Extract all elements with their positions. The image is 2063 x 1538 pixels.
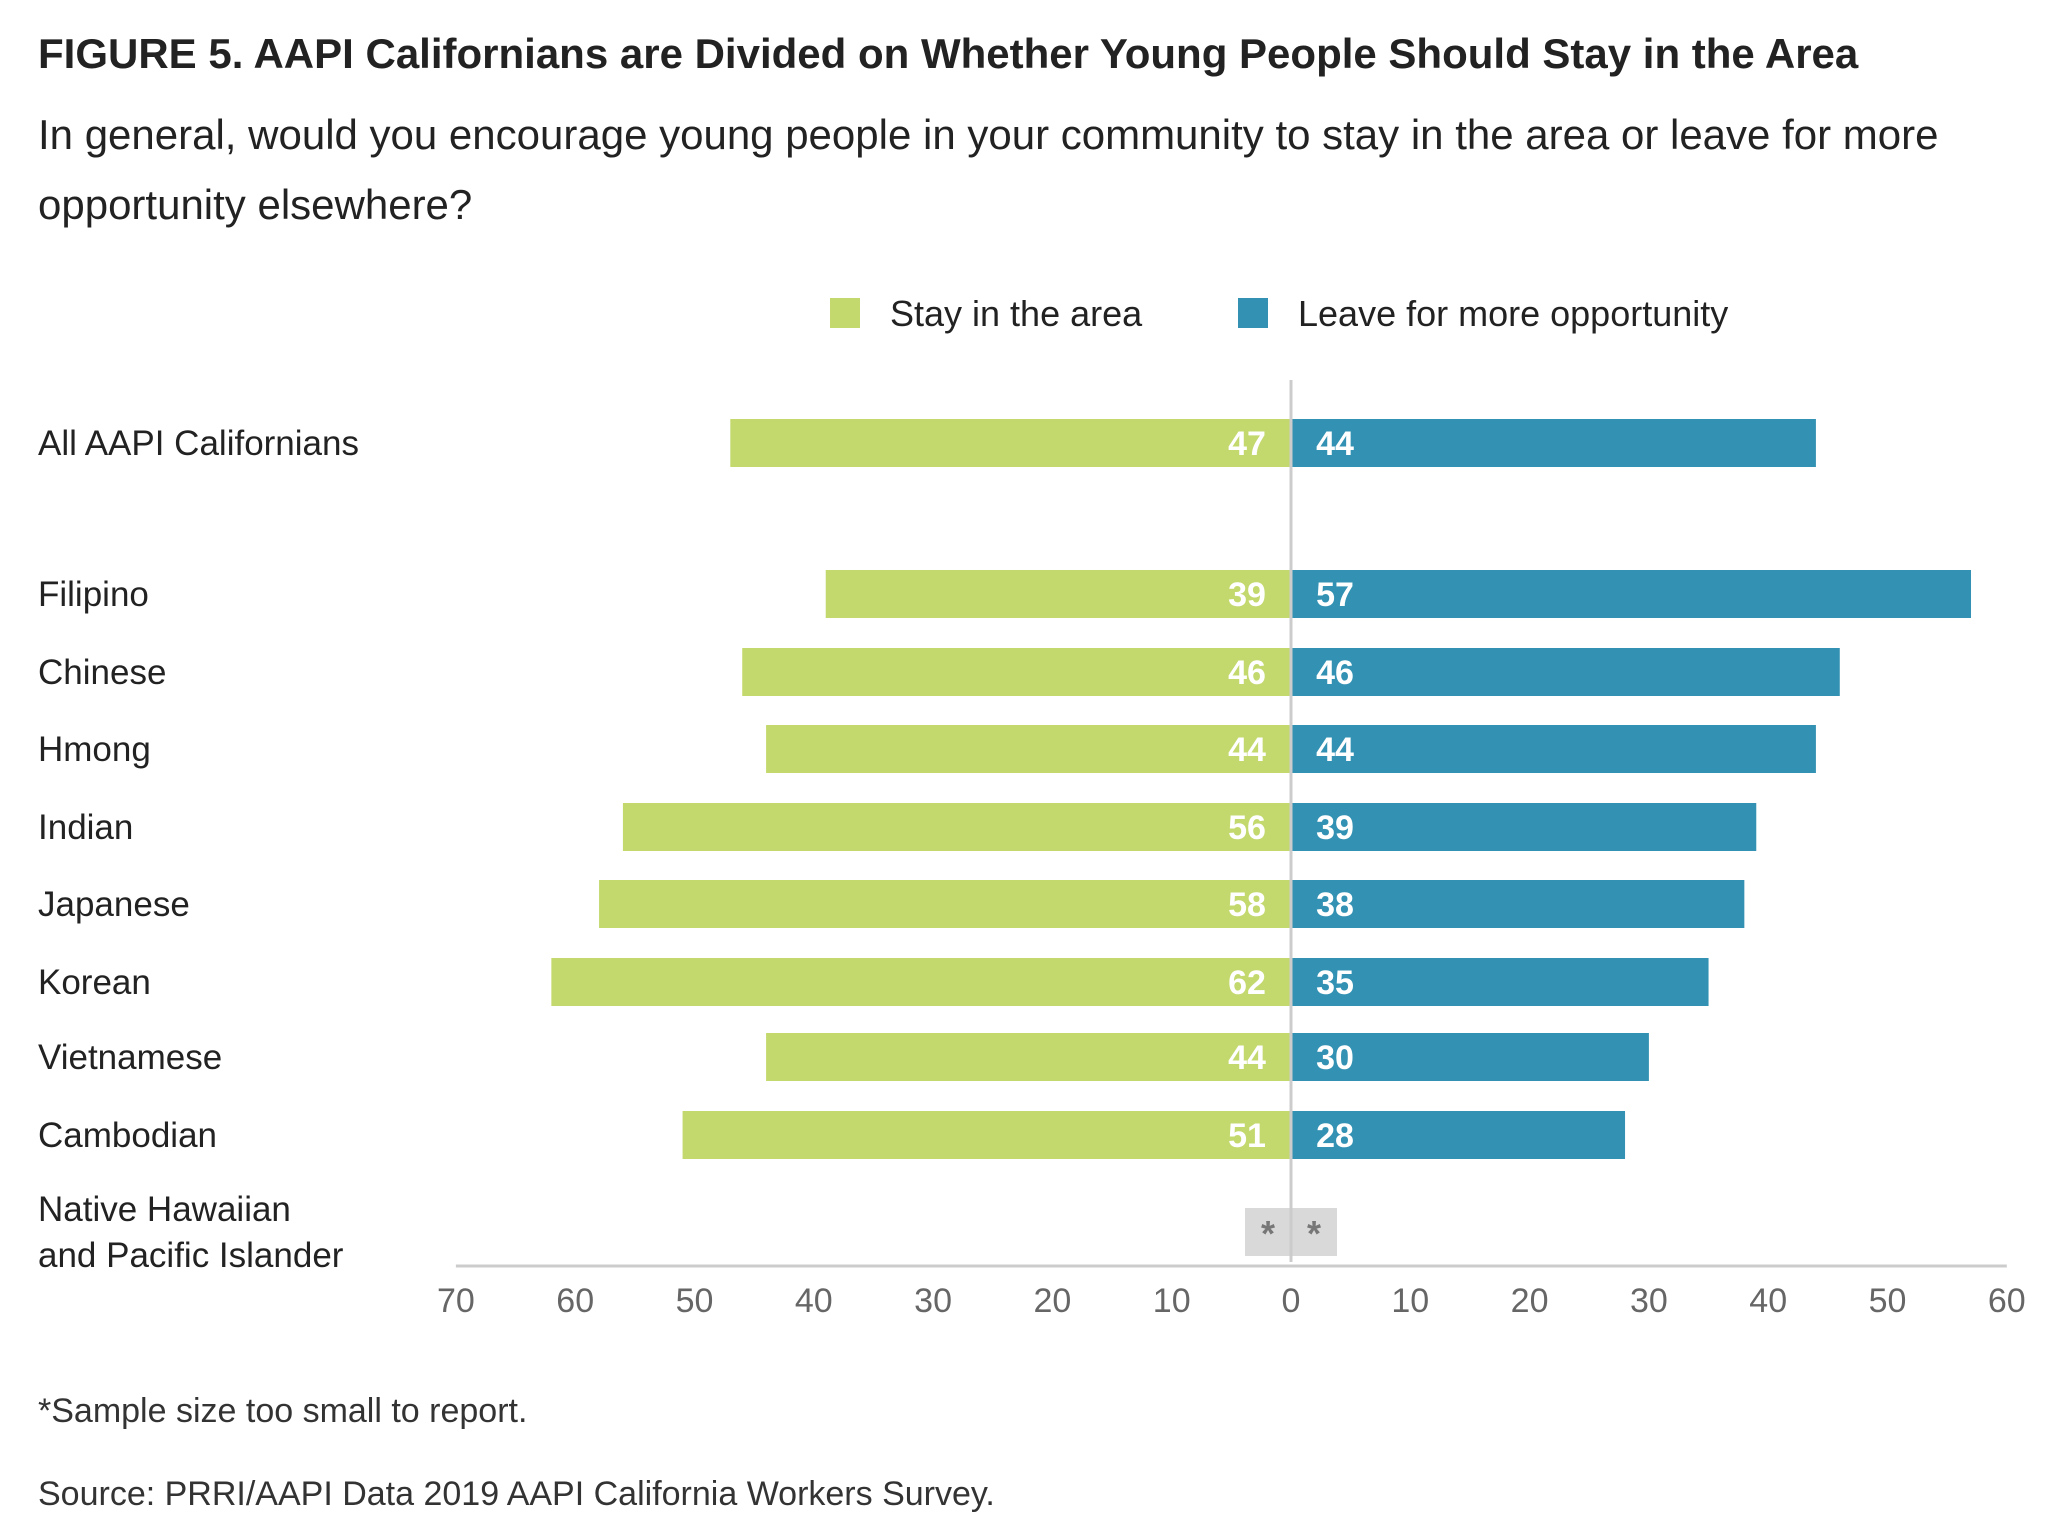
x-axis: 70 60 50 40 30 20 10 0 10 20 30 40 50 60	[437, 380, 2026, 1320]
bar-stay-value: 44	[1228, 1039, 1266, 1077]
bar-stay	[766, 1033, 1291, 1081]
bars: 47 44 39 57 46 46 44 44 56 39 58 38 62 35 44 30 51 28 * *	[551, 419, 1972, 1256]
bar-leave-value: 28	[1316, 1117, 1354, 1155]
bar-leave-value: 44	[1316, 731, 1354, 769]
bar-leave-value: 46	[1316, 654, 1354, 692]
category-label: Hmong	[38, 730, 151, 769]
x-tick-label: 30	[914, 1282, 952, 1320]
category-label: Filipino	[38, 575, 149, 614]
category-labels: All AAPI Californians Filipino Chinese Hmon…	[38, 424, 359, 1275]
x-tick-label: 0	[1282, 1282, 1301, 1320]
bar-leave	[1291, 725, 1816, 773]
category-label: and Pacific Islander	[38, 1236, 344, 1275]
bar-leave	[1291, 570, 1972, 618]
bar-stay-value: 56	[1228, 809, 1266, 847]
bar-stay-value: 39	[1228, 576, 1266, 614]
bar-leave	[1291, 1111, 1626, 1159]
x-tick-label: 60	[556, 1282, 594, 1320]
bar-stay-value: 44	[1228, 731, 1266, 769]
bar-stay	[682, 1111, 1291, 1159]
category-label: Korean	[38, 963, 151, 1002]
x-tick-label: 10	[1391, 1282, 1429, 1320]
x-tick-label: 40	[795, 1282, 833, 1320]
x-tick-label: 20	[1033, 1282, 1071, 1320]
bar-leave	[1291, 880, 1745, 928]
bar-leave	[1291, 803, 1757, 851]
x-tick-label: 50	[676, 1282, 714, 1320]
bar-stay	[551, 958, 1291, 1006]
category-label: Native Hawaiian	[38, 1190, 291, 1229]
category-label: Chinese	[38, 653, 166, 692]
bar-stay-value: 62	[1228, 964, 1266, 1002]
chart-subtitle: In general, would you encourage young pe…	[38, 111, 1939, 228]
chart-title: FIGURE 5. AAPI Californians are Divided …	[38, 30, 1859, 77]
bar-stay-value: 46	[1228, 654, 1266, 692]
na-label-leave: *	[1307, 1213, 1321, 1254]
x-tick-label: 40	[1749, 1282, 1787, 1320]
footnote: *Sample size too small to report.	[38, 1392, 528, 1430]
category-label: Indian	[38, 808, 133, 847]
bar-leave-value: 57	[1316, 576, 1354, 614]
x-tick-label: 20	[1511, 1282, 1549, 1320]
bar-stay	[766, 725, 1291, 773]
legend-stay-swatch	[830, 298, 860, 328]
bar-leave	[1291, 419, 1816, 467]
x-tick-label: 60	[1988, 1282, 2026, 1320]
bar-leave	[1291, 958, 1709, 1006]
bar-stay	[730, 419, 1291, 467]
bar-stay-value: 58	[1228, 886, 1266, 924]
category-label: Cambodian	[38, 1116, 217, 1155]
bar-stay	[599, 880, 1291, 928]
na-label-stay: *	[1261, 1213, 1275, 1254]
legend-leave-swatch	[1238, 298, 1268, 328]
legend: Stay in the area Leave for more opportuni…	[830, 293, 1728, 334]
legend-leave-label: Leave for more opportunity	[1298, 293, 1728, 334]
x-tick-label: 30	[1630, 1282, 1668, 1320]
x-tick-label: 50	[1869, 1282, 1907, 1320]
bar-leave-value: 44	[1316, 425, 1354, 463]
x-tick-label: 10	[1153, 1282, 1191, 1320]
bar-stay-value: 47	[1228, 425, 1266, 463]
na-bar-stay	[1245, 1208, 1291, 1256]
bar-leave-value: 39	[1316, 809, 1354, 847]
diverging-bar-chart: Stay in the area Leave for more opportuni…	[38, 293, 2026, 1320]
bar-stay	[622, 803, 1291, 851]
bar-stay	[742, 648, 1291, 696]
category-label: Vietnamese	[38, 1038, 222, 1077]
bar-stay-value: 51	[1228, 1117, 1266, 1155]
bar-stay	[825, 570, 1291, 618]
source-note: Source: PRRI/AAPI Data 2019 AAPI Califor…	[38, 1475, 995, 1513]
x-tick-label: 70	[437, 1282, 475, 1320]
category-label: Japanese	[38, 885, 190, 924]
na-bar-leave	[1291, 1208, 1337, 1256]
bar-leave-value: 38	[1316, 886, 1354, 924]
bar-leave-value: 35	[1316, 964, 1354, 1002]
category-label: All AAPI Californians	[38, 424, 359, 463]
bar-leave	[1291, 648, 1840, 696]
legend-stay-label: Stay in the area	[890, 293, 1143, 334]
bar-leave	[1291, 1033, 1649, 1081]
bar-leave-value: 30	[1316, 1039, 1354, 1077]
